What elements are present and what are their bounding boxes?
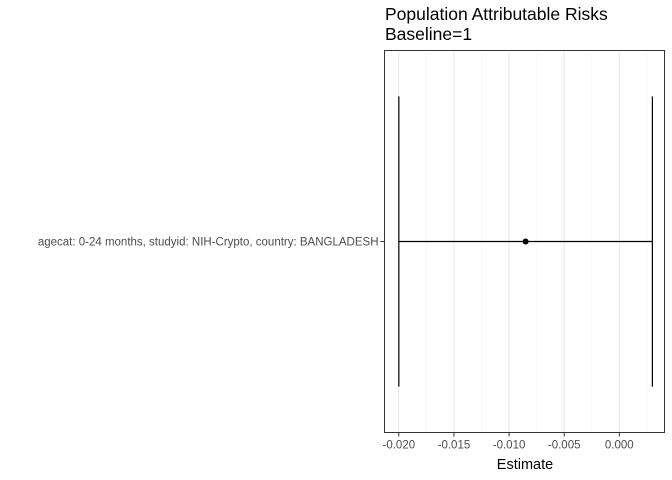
x-tick-label: -0.010 bbox=[493, 440, 526, 452]
x-axis: -0.020 -0.015 -0.010 -0.005 0.000 bbox=[383, 432, 634, 452]
y-tick-label: agecat: 0-24 months, studyid: NIH-Crypto… bbox=[38, 237, 379, 249]
x-tick-label: -0.015 bbox=[438, 440, 471, 452]
x-tick-label: 0.000 bbox=[605, 440, 634, 452]
y-axis: agecat: 0-24 months, studyid: NIH-Crypto… bbox=[38, 237, 385, 249]
estimate-point bbox=[522, 238, 529, 245]
chart-marks bbox=[398, 96, 653, 387]
chart-subtitle: Baseline=1 bbox=[385, 24, 472, 44]
x-axis-title: Estimate bbox=[497, 457, 553, 473]
x-tick-label: -0.020 bbox=[383, 440, 416, 452]
chart-title: Population Attributable Risks bbox=[385, 4, 608, 24]
x-tick-label: -0.005 bbox=[548, 440, 581, 452]
